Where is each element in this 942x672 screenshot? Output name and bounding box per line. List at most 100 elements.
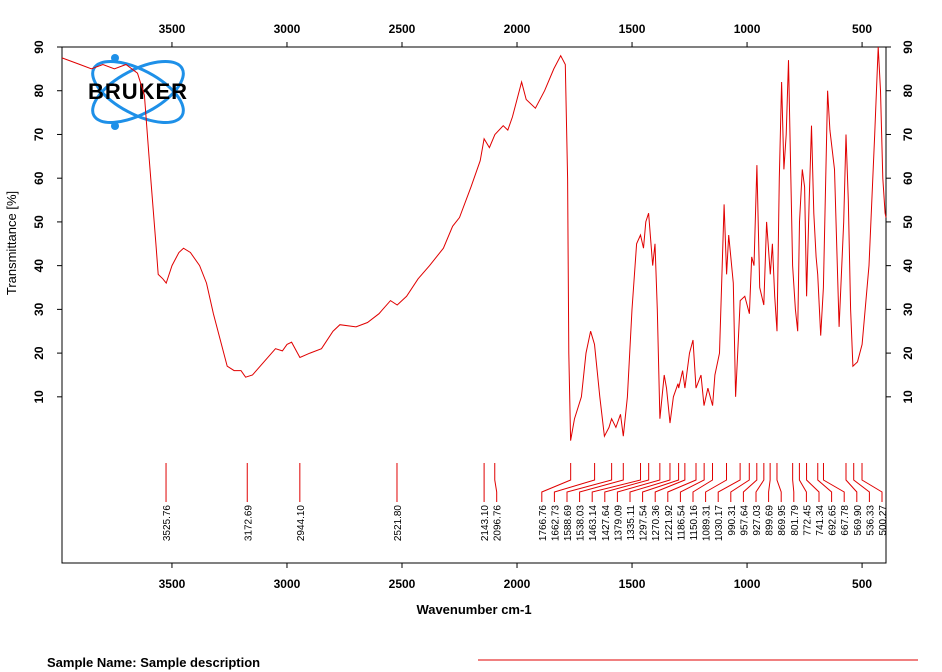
x-tick-label-top: 3500 [159, 22, 186, 36]
peak-marker [667, 463, 697, 502]
y-tick-label: 60 [32, 171, 46, 185]
peak-marker [679, 463, 705, 502]
peak-label: 667.78 [840, 505, 851, 536]
peak-marker [798, 463, 807, 502]
peak-label: 500.27 [878, 505, 889, 536]
peak-label: 957.64 [739, 505, 750, 536]
peak-marker [755, 463, 765, 502]
peak-label: 2143.10 [480, 505, 491, 542]
peak-label: 869.95 [777, 505, 788, 536]
y-tick-label: 50 [32, 215, 46, 229]
y-tick-label-right: 80 [901, 84, 915, 98]
peak-label: 3172.69 [243, 505, 254, 542]
peak-marker [822, 463, 845, 502]
y-tick-label-right: 60 [901, 171, 915, 185]
peak-label: 569.90 [853, 505, 864, 536]
peak-label: 2944.10 [296, 505, 307, 542]
peak-label: 1766.76 [538, 505, 549, 542]
peak-marker [806, 463, 820, 502]
peak-marker [853, 463, 870, 502]
y-tick-label: 40 [32, 259, 46, 273]
peak-label: 1150.16 [689, 505, 700, 541]
peak-marker [541, 463, 572, 502]
spectrum [61, 46, 887, 441]
y-tick-label: 90 [32, 40, 46, 54]
peak-marker [494, 463, 498, 502]
peak-marker [591, 463, 642, 502]
y-tick-label: 80 [32, 84, 46, 98]
peak-marker [579, 463, 624, 502]
peak-label: 1270.36 [651, 505, 662, 542]
x-tick-label: 1000 [734, 577, 761, 591]
peak-label: 2521.80 [393, 505, 404, 542]
peak-marker [776, 463, 782, 502]
peak-marker [717, 463, 741, 502]
peak-label: 1662.73 [550, 505, 561, 542]
peak-label: 692.65 [828, 505, 839, 536]
x-tick-label: 2000 [504, 577, 531, 591]
peak-label: 899.69 [765, 505, 776, 536]
y-tick-label: 30 [32, 302, 46, 316]
peak-label: 1588.69 [563, 505, 574, 542]
peak-marker [861, 463, 883, 502]
y-tick-label-right: 10 [901, 390, 915, 404]
x-tick-label-top: 500 [852, 22, 872, 36]
peak-label: 927.03 [752, 505, 763, 536]
x-tick-label-top: 1500 [619, 22, 646, 36]
peak-label: 1463.14 [588, 505, 599, 542]
peak-marker [566, 463, 613, 502]
peak-label: 1335.11 [626, 505, 637, 541]
peak-label: 536.33 [865, 505, 876, 536]
peak-marker [692, 463, 714, 502]
peak-marker [616, 463, 661, 502]
y-tick-label-right: 40 [901, 259, 915, 273]
peak-label: 1030.17 [714, 505, 725, 542]
peak-marker [792, 463, 795, 502]
y-tick-label: 20 [32, 346, 46, 360]
x-axis-label: Wavenumber cm-1 [416, 602, 531, 617]
peak-label: 1089.31 [702, 505, 713, 542]
peak-label: 801.79 [790, 505, 801, 536]
peak-label: 3525.76 [162, 505, 173, 542]
peak-marker [654, 463, 686, 502]
peak-marker [553, 463, 596, 502]
y-tick-label: 70 [32, 127, 46, 141]
peak-marker [642, 463, 680, 502]
peak-marker [817, 463, 833, 502]
peak-marker [604, 463, 650, 502]
y-tick-label: 10 [32, 390, 46, 404]
peak-label: 741.34 [815, 505, 826, 536]
x-tick-label-top: 2500 [389, 22, 416, 36]
peak-marker [730, 463, 750, 502]
x-tick-label: 500 [852, 577, 872, 591]
y-tick-label-right: 90 [901, 40, 915, 54]
peak-marker [629, 463, 671, 502]
peak-marker [845, 463, 858, 502]
peak-label: 1379.09 [613, 505, 624, 542]
peak-label: 990.31 [727, 505, 738, 536]
logo [91, 54, 185, 130]
peak-label: 1186.54 [676, 505, 687, 541]
x-tick-label-top: 1000 [734, 22, 761, 36]
peak-label: 1221.92 [664, 505, 675, 542]
x-tick-label: 1500 [619, 577, 646, 591]
x-tick-label-top: 2000 [504, 22, 531, 36]
y-axis-label: Transmittance [%] [4, 191, 19, 295]
x-tick-label-top: 3000 [274, 22, 301, 36]
peak-label: 772.45 [802, 505, 813, 536]
y-tick-label-right: 30 [901, 302, 915, 316]
peak-marker [742, 463, 758, 502]
y-tick-label-right: 50 [901, 215, 915, 229]
peak-label: 2096.76 [493, 505, 504, 542]
plot-frame [61, 46, 887, 564]
x-tick-label: 2500 [389, 577, 416, 591]
logo-text: BRUKER [88, 79, 188, 104]
peak-marker [705, 463, 728, 502]
footer: Sample Name: Sample description [47, 655, 260, 670]
y-tick-label-right: 20 [901, 346, 915, 360]
x-tick-label: 3500 [159, 577, 186, 591]
y-tick-label-right: 70 [901, 127, 915, 141]
peak-marker [768, 463, 771, 502]
peak-label: 1538.03 [576, 505, 587, 542]
